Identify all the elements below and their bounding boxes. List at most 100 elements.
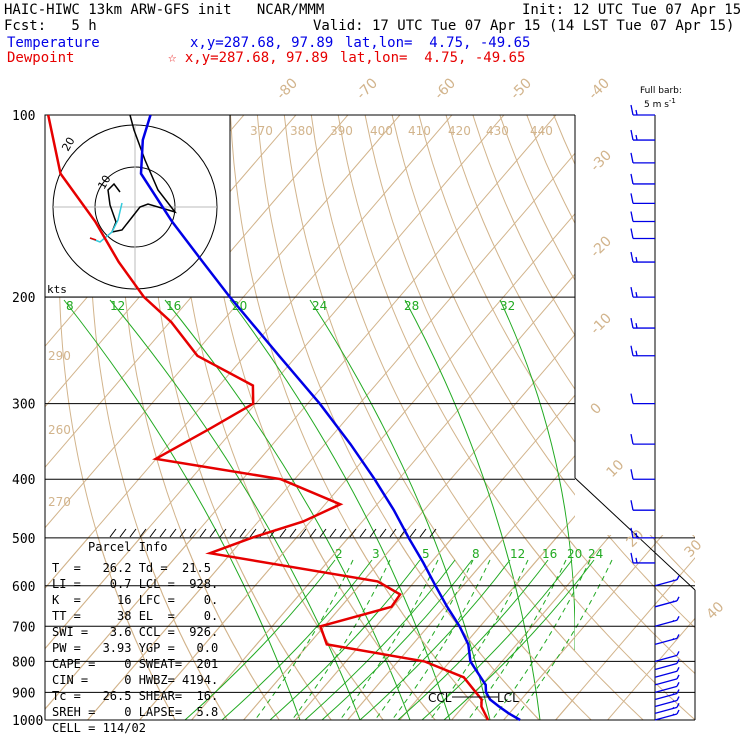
hodograph: 10 20 kts [44, 114, 231, 298]
barb-half [672, 706, 675, 709]
hatch-mark [209, 528, 217, 538]
mixing-ratio-line-lower [221, 559, 373, 720]
moist-adiabat-lower [374, 559, 474, 720]
hatch-mark [429, 528, 437, 538]
wind-barb [630, 393, 655, 405]
pressure-label: 900 [12, 686, 35, 701]
barb-half [672, 619, 675, 622]
barb-legend: Full barb: 5 m s-1 [640, 86, 682, 110]
dry-adiabat [688, 115, 740, 733]
mixing-ratio-label: 12 [110, 299, 125, 313]
parcel-row: CELL = 114/02 [52, 721, 146, 735]
theta-label: 440 [530, 124, 553, 138]
hatch-mark [229, 528, 237, 538]
barb-flag [630, 393, 634, 404]
theta-label: 390 [330, 124, 353, 138]
mixing-ratio-line-lower [321, 559, 473, 720]
barb-flag [676, 615, 680, 621]
pressure-label: 300 [12, 398, 35, 413]
wind-barb [630, 251, 655, 263]
dewpoint-label: Dewpoint [7, 50, 75, 66]
pressure-label: 1000 [12, 714, 43, 729]
isotherm-label: -80 [274, 75, 301, 102]
parcel-row: LI = 0.7 LCL = 928. [52, 577, 219, 591]
wind-barb [630, 228, 655, 240]
barb-flag [676, 575, 680, 581]
barb-legend-line2: 5 m s [644, 100, 669, 110]
hatch-mark [279, 528, 287, 538]
wind-barb [654, 651, 680, 662]
hodo-ring-label: 10 [95, 173, 113, 192]
theta-label: 290 [48, 349, 71, 363]
barb-half [672, 713, 675, 716]
dry-adiabat [608, 115, 740, 733]
hatch-mark [239, 528, 247, 538]
barb-flag [676, 703, 680, 708]
theta-label: 380 [290, 124, 313, 138]
isotherm-label: 0 [588, 400, 606, 418]
barb-flag [630, 129, 634, 141]
isotherm-label: -30 [588, 147, 615, 174]
barb-flag [676, 674, 680, 680]
dry-adiabat [472, 115, 575, 337]
dry-adiabat [394, 535, 540, 720]
temperature-label: Temperature [7, 35, 100, 51]
parcel-row: SWI = 3.6 CCL = 926. [52, 625, 219, 639]
barb-half [635, 256, 638, 263]
moist-adiabat-lower [491, 559, 591, 720]
parcel-row: Tc = 26.5 SHEAR= 16. [52, 689, 219, 703]
parcel-info-title: Parcel Info [88, 540, 168, 554]
barb-flag [676, 651, 680, 656]
isotherm-line [45, 535, 196, 710]
wind-barb [630, 193, 655, 205]
dry-adiabat [181, 535, 280, 720]
hatch-mark [339, 528, 347, 538]
header-valid: Valid: 17 UTC Tue 07 Apr 15 (14 LST Tue … [313, 18, 735, 34]
theta-label: 260 [48, 423, 71, 437]
dry-adiabat [564, 535, 695, 675]
wind-barb [654, 575, 680, 587]
hatch-mark [389, 528, 397, 538]
wind-barb [654, 659, 680, 671]
barb-half [635, 291, 638, 298]
dry-adiabat [473, 115, 740, 733]
barb-flag [630, 173, 634, 185]
wind-barb [630, 527, 655, 539]
moist-adiabat-lower [254, 559, 354, 720]
mixing-ratio-label-lower: 8 [472, 547, 480, 561]
isotherm-label: 30 [682, 537, 706, 561]
hatch-mark [359, 528, 367, 538]
dry-adiabat [554, 115, 740, 733]
dry-adiabat [553, 115, 575, 166]
barb-legend-line1: Full barb: [640, 86, 682, 96]
isotherm-line [45, 535, 144, 650]
theta-label: 420 [448, 124, 471, 138]
barb-half [635, 322, 638, 329]
hatch-mark [379, 528, 387, 538]
hodo-kts-label: kts [47, 283, 67, 296]
isotherm-label: -70 [354, 75, 381, 102]
hatch-mark [159, 528, 167, 538]
barb-flag [630, 251, 634, 263]
barb-half [635, 557, 638, 564]
wind-barb [630, 104, 655, 116]
barb-shaft [654, 654, 678, 662]
mixing-ratio-line-lower [269, 559, 421, 720]
pressure-label: 500 [12, 532, 35, 547]
theta-label: 430 [486, 124, 509, 138]
hodograph-trace [107, 114, 178, 234]
isotherm-label: -50 [508, 75, 535, 102]
dry-adiabat [500, 115, 740, 733]
header-init: Init: 12 UTC Tue 07 Apr 15 [522, 2, 740, 18]
dry-adiabat [391, 115, 575, 496]
isotherm-line [45, 115, 401, 529]
wind-barb [654, 709, 680, 721]
parcel-row: CIN = 0 HWBZ= 4194. [52, 673, 219, 687]
wind-barb [630, 173, 655, 185]
theta-label: 370 [250, 124, 273, 138]
parcel-row: K = 16 LFC = 0. [52, 593, 219, 607]
isotherm-line [45, 115, 349, 468]
mixing-ratio-line-lower [421, 559, 573, 720]
hatch-mark [249, 528, 257, 538]
header-fcst: Fcst: 5 h [4, 18, 97, 34]
